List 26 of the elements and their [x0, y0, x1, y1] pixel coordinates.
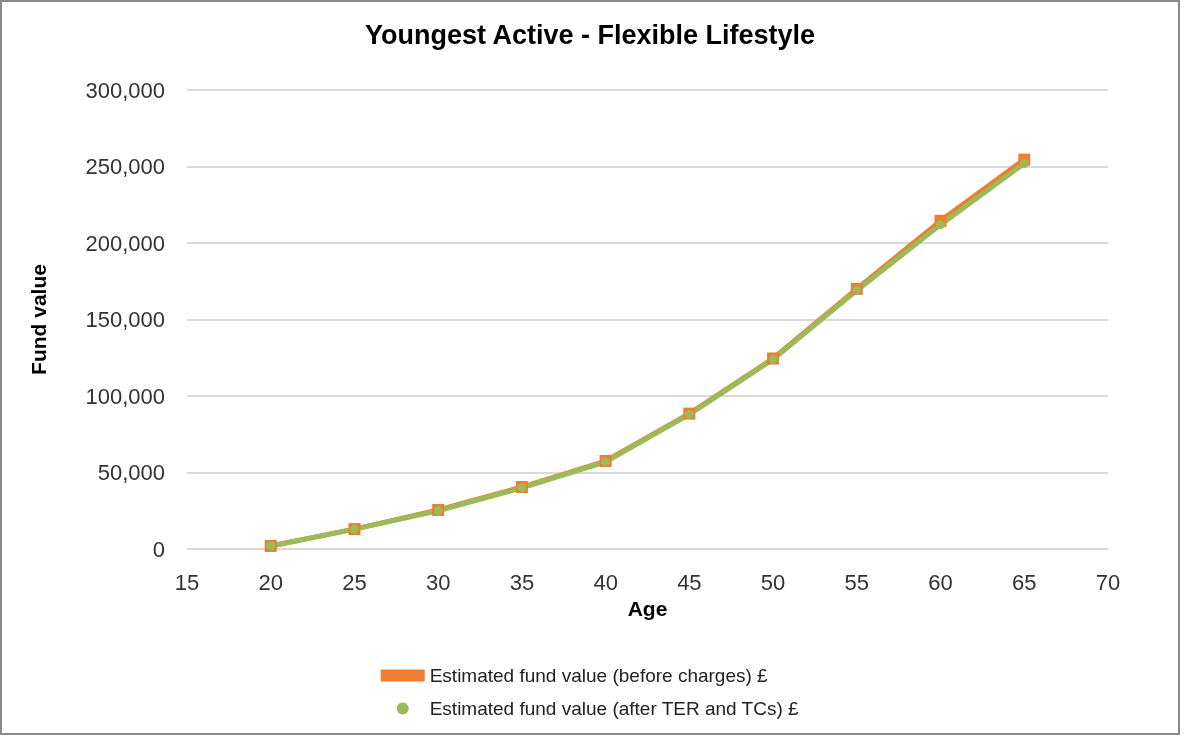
x-tick-label: 20: [258, 569, 283, 595]
y-tick-label: 100,000: [85, 383, 165, 409]
x-tick-label: 70: [1095, 569, 1121, 595]
x-tick-label: 15: [174, 569, 200, 595]
legend-label: Estimated fund value (after TER and TCs) £: [429, 698, 800, 719]
y-axis-title: Fund value: [27, 264, 50, 375]
x-tick-label: 50: [760, 569, 786, 595]
x-tick-label: 35: [509, 569, 535, 595]
x-tick-label: 25: [342, 569, 367, 595]
y-tick-label: 200,000: [85, 230, 165, 256]
point: [936, 220, 946, 230]
legend-label: Estimated fund value (before charges) £: [429, 665, 769, 686]
y-tick-label: 150,000: [85, 307, 165, 332]
y-tick-label: 50,000: [97, 460, 165, 485]
x-tick-label: 60: [928, 569, 953, 595]
x-tick-label: 65: [1012, 569, 1037, 595]
y-tick-label: 0: [152, 536, 165, 562]
y-tick-label: 300,000: [85, 77, 165, 103]
point: [1019, 158, 1029, 168]
y-tick-label: 250,000: [85, 154, 165, 179]
x-tick-label: 30: [425, 569, 451, 595]
x-tick-label: 55: [844, 569, 870, 595]
chart-title: Youngest Active - Flexible Lifestyle: [364, 19, 816, 50]
x-tick-label: 45: [677, 569, 702, 595]
x-axis-title: Age: [627, 596, 668, 620]
x-tick-label: 40: [593, 569, 618, 595]
